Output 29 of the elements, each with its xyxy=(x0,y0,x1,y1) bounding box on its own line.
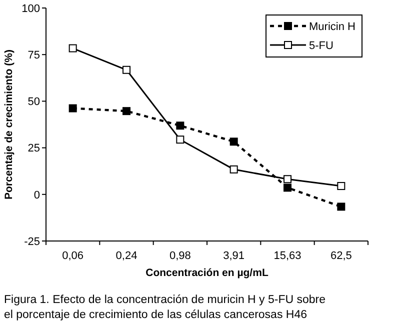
y-tick-label: 0 xyxy=(34,189,40,202)
x-tick-label: 3,91 xyxy=(223,250,245,262)
point xyxy=(122,107,130,116)
point xyxy=(337,182,346,190)
x-tick-label: 0,06 xyxy=(62,250,84,262)
text: Figura 1. Efecto de la concentración de muricin H y 5-FU sobre el porcentaje de crecimiento de las células cancerosas H46 xyxy=(4,294,326,321)
point xyxy=(284,175,292,184)
point xyxy=(176,122,184,130)
point xyxy=(337,202,346,211)
y-tick-label: -25 xyxy=(24,236,40,248)
point xyxy=(68,104,77,112)
point xyxy=(284,184,292,192)
x-tick-label: 62,5 xyxy=(330,250,352,262)
y-tick-label: 50 xyxy=(28,96,40,108)
point xyxy=(230,138,238,146)
y-tick-label: 100 xyxy=(22,2,40,15)
x-tick-label: 0,98 xyxy=(169,250,191,262)
point xyxy=(230,165,238,174)
y-axis-title: Porcentaje de crecimiento (%) xyxy=(3,50,15,200)
legend-label: 5-FU xyxy=(309,40,334,52)
point xyxy=(68,44,77,52)
point xyxy=(122,66,130,74)
y-tick-label: 25 xyxy=(28,142,40,155)
point xyxy=(176,136,184,144)
x-tick-label: 15,63 xyxy=(274,250,302,262)
y-tick-label: 75 xyxy=(28,49,40,62)
legend-label: Muricin H xyxy=(309,20,356,33)
x-axis-title: Concentración en µg/mL xyxy=(146,267,269,279)
x-tick-label: 0,24 xyxy=(116,250,138,262)
